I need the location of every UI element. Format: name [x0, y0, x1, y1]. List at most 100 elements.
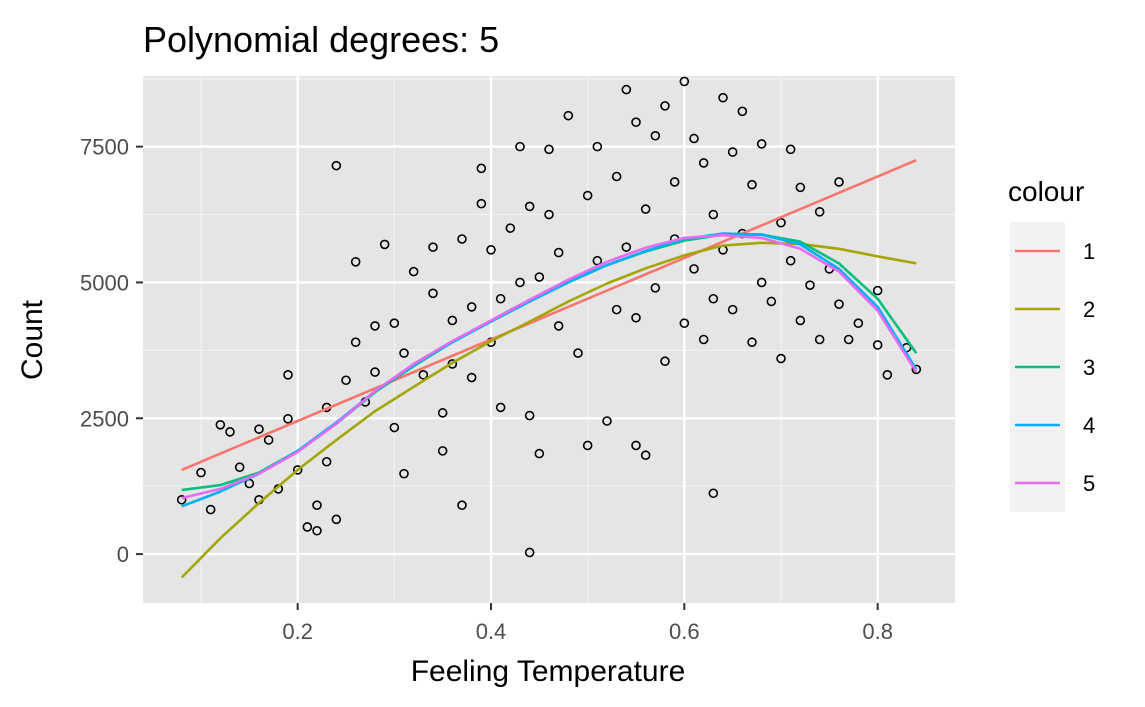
data-point — [486, 245, 496, 255]
data-point — [350, 337, 361, 348]
data-point — [302, 522, 313, 532]
data-point — [727, 147, 738, 157]
x-tick-label: 0.4 — [476, 619, 507, 644]
legend-label: 4 — [1083, 413, 1095, 438]
data-point — [534, 448, 545, 459]
data-point — [621, 242, 632, 252]
data-point — [418, 370, 429, 380]
data-point — [698, 334, 709, 345]
legend-label: 3 — [1083, 355, 1095, 380]
data-point — [389, 318, 400, 329]
data-point — [544, 209, 554, 220]
data-point — [428, 288, 438, 299]
data-point — [312, 525, 322, 536]
data-point — [631, 312, 641, 323]
data-point — [292, 465, 303, 475]
data-point — [872, 340, 883, 350]
fit-line-5 — [181, 233, 918, 500]
data-point — [495, 402, 506, 413]
data-point — [679, 76, 690, 87]
y-axis-label: Count — [16, 299, 49, 380]
y-tick-label: 5000 — [80, 270, 129, 295]
data-point — [176, 494, 187, 505]
data-point — [389, 422, 400, 433]
data-point — [573, 348, 583, 358]
data-point — [437, 446, 448, 456]
data-point — [747, 179, 757, 190]
data-point — [534, 272, 545, 282]
data-point — [611, 304, 622, 315]
data-point — [592, 255, 603, 266]
data-point — [263, 435, 274, 445]
fit-lines — [180, 159, 918, 579]
data-point — [476, 198, 487, 209]
grid-major — [143, 76, 955, 603]
x-axis-label: Feeling Temperature — [411, 655, 686, 688]
data-point — [602, 416, 612, 426]
data-point — [756, 277, 767, 288]
data-point — [341, 375, 351, 386]
data-point — [650, 283, 661, 293]
data-point — [370, 321, 380, 331]
data-point — [321, 456, 332, 467]
data-point — [399, 468, 409, 479]
data-point — [766, 296, 777, 307]
data-point — [737, 106, 748, 117]
data-point — [679, 318, 690, 329]
data-point — [631, 117, 641, 127]
data-point — [708, 488, 719, 499]
data-point — [805, 280, 815, 290]
data-point — [640, 450, 651, 461]
data-point — [747, 337, 757, 348]
data-point — [708, 293, 719, 304]
data-point — [853, 318, 864, 329]
data-point — [466, 302, 477, 312]
y-tick-label: 0 — [117, 542, 129, 567]
data-point — [476, 163, 487, 174]
scatter-points — [176, 76, 922, 558]
data-point — [457, 500, 467, 511]
data-point — [515, 277, 525, 288]
data-point — [785, 144, 796, 155]
data-point — [215, 419, 226, 430]
data-point — [795, 182, 806, 193]
data-point — [205, 504, 216, 515]
data-point — [708, 209, 719, 220]
data-point — [283, 414, 293, 424]
data-point — [428, 242, 438, 252]
data-point — [379, 239, 390, 250]
data-point — [370, 367, 380, 377]
data-point — [718, 92, 728, 103]
data-point — [592, 141, 603, 152]
data-point — [225, 427, 235, 437]
data-point — [553, 321, 564, 331]
data-point — [582, 190, 593, 201]
data-point — [331, 514, 342, 525]
data-point — [698, 158, 709, 168]
data-point — [660, 101, 670, 111]
data-point — [331, 160, 342, 171]
data-point — [660, 356, 670, 367]
data-point — [283, 370, 293, 380]
legend-title: colour — [1008, 176, 1084, 207]
x-tick-label: 0.2 — [282, 619, 313, 644]
y-axis: 0 2500 5000 7500 — [80, 135, 143, 567]
chart-title: Polynomial degrees: 5 — [143, 19, 499, 60]
plot-panel — [143, 76, 955, 603]
data-point — [611, 171, 622, 182]
y-tick-label: 2500 — [80, 406, 129, 431]
data-point — [447, 315, 458, 326]
data-point — [621, 84, 632, 95]
data-point — [234, 462, 245, 472]
data-point — [689, 264, 699, 274]
data-point — [785, 255, 796, 266]
data-point — [466, 372, 477, 383]
x-tick-label: 0.8 — [862, 619, 893, 644]
data-point — [408, 266, 419, 277]
data-point — [524, 547, 535, 558]
legend-label: 2 — [1083, 297, 1095, 322]
data-point — [776, 217, 786, 228]
data-point — [312, 500, 322, 511]
data-point — [650, 130, 661, 141]
